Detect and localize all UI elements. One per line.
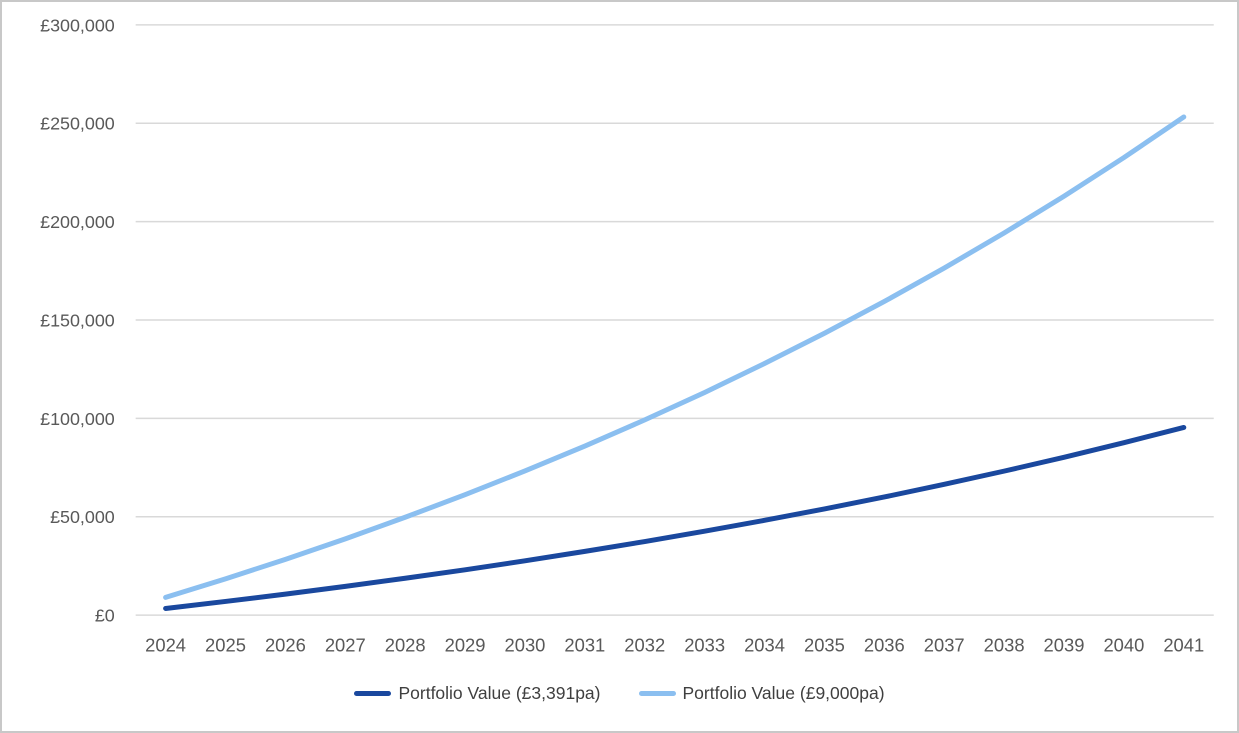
x-axis-tick-label: 2035 (804, 634, 845, 655)
x-axis-tick-label: 2028 (385, 634, 426, 655)
legend-item-series2: Portfolio Value (£9,000pa) (638, 683, 885, 704)
series-line-2 (163, 114, 1187, 600)
x-axis-tick-label: 2031 (564, 634, 605, 655)
x-axis-tick-label: 2032 (624, 634, 665, 655)
legend-label-series2: Portfolio Value (£9,000pa) (682, 683, 885, 703)
y-axis-tick-label: £250,000 (40, 114, 115, 134)
legend-marker-light-line-icon (638, 691, 676, 696)
x-axis-tick-label: 2033 (684, 634, 725, 655)
x-axis-tick-label: 2024 (145, 634, 186, 655)
x-axis-tick-label: 2030 (505, 634, 546, 655)
y-axis-tick-label: £150,000 (40, 310, 115, 330)
x-axis-tick-label: 2027 (325, 634, 366, 655)
legend-marker-dark-line-icon (354, 691, 392, 696)
x-axis-tick-label: 2040 (1103, 634, 1144, 655)
x-axis-tick-label: 2041 (1163, 634, 1204, 655)
y-axis-tick-label: £200,000 (40, 212, 115, 232)
legend-item-series1: Portfolio Value (£3,391pa) (354, 683, 601, 704)
y-axis-tick-label: £50,000 (50, 507, 115, 527)
x-axis-tick-label: 2029 (445, 634, 486, 655)
y-axis-tick-label: £100,000 (40, 409, 115, 429)
x-axis-tick-label: 2036 (864, 634, 905, 655)
x-axis-tick-label: 2025 (205, 634, 246, 655)
y-axis-tick-label: £300,000 (40, 15, 115, 35)
x-axis-tick-label: 2034 (744, 634, 785, 655)
series-line-1 (163, 424, 1187, 611)
x-axis-tick-label: 2039 (1044, 634, 1085, 655)
y-axis-tick-label: £0 (95, 606, 115, 626)
x-axis-tick-label: 2026 (265, 634, 306, 655)
chart-legend: Portfolio Value (£3,391pa) Portfolio Val… (2, 683, 1237, 704)
x-axis-tick-label: 2038 (984, 634, 1025, 655)
x-axis-tick-label: 2037 (924, 634, 965, 655)
legend-label-series1: Portfolio Value (£3,391pa) (398, 683, 601, 703)
